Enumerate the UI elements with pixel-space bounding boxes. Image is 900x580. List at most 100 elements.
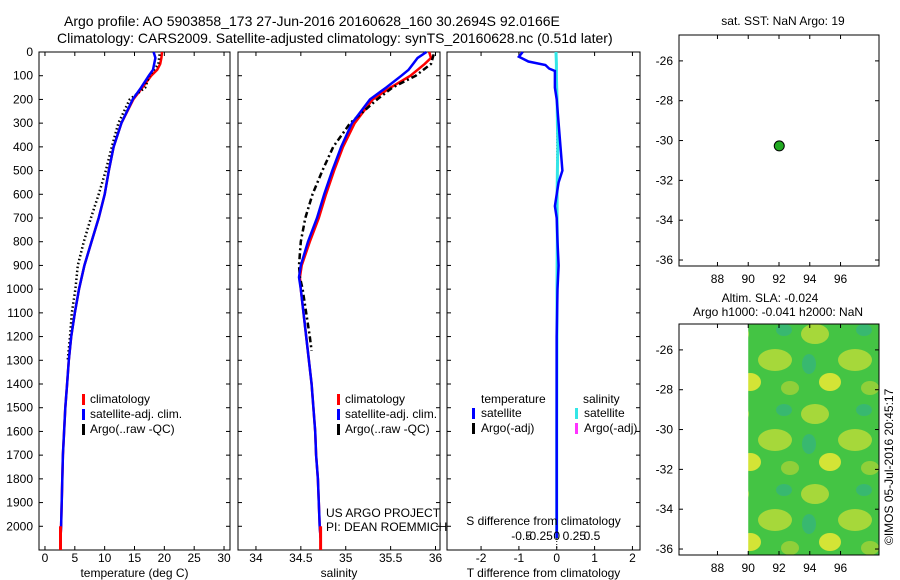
temperature-profile-xtick-label: 20: [158, 551, 172, 565]
imos-timestamp: ©IMOS 05-Jul-2016 20:45:17: [882, 388, 896, 545]
difference-profile-xlabel: T difference from climatology: [467, 566, 621, 580]
argo-float-marker: [773, 140, 785, 152]
temperature-profile-xtick-label: 5: [71, 551, 78, 565]
depth-tick-label: 1600: [6, 424, 33, 438]
sst-map-xtick-label: 90: [742, 272, 756, 286]
header-line1: Argo profile: AO 5903858_173 27-Jun-2016…: [64, 13, 560, 29]
sla-map-xtick-label: 96: [834, 561, 848, 575]
header-line2: Climatology: CARS2009. Satellite-adjuste…: [57, 30, 613, 46]
difference-legend-header-salinity: salinity: [583, 392, 620, 406]
depth-tick-label: 700: [13, 211, 33, 225]
salinity-profile-xlabel: salinity: [321, 566, 358, 580]
sla-heatmap-field: [748, 324, 879, 555]
depth-tick-label: 600: [13, 187, 33, 201]
temperature-profile-legend-swatch: [82, 424, 85, 435]
difference-profile-xtick-label: -1: [514, 551, 525, 565]
temperature-profile-xtick-label: 25: [188, 551, 202, 565]
depth-tick-label: 1000: [6, 282, 33, 296]
temperature-profile-legend-label: satellite-adj. clim.: [90, 407, 182, 421]
salinity-profile-axes-box: [237, 51, 441, 551]
temperature-profile-xtick-label: 30: [217, 551, 231, 565]
salinity-profile-xtick-label: 34: [249, 551, 263, 565]
depth-tick-label: 1700: [6, 448, 33, 462]
difference-s-tick-label: -0.25: [525, 529, 553, 543]
difference-s-tick-label: 0.25: [563, 529, 587, 543]
salinity-profile-legend-label: climatology: [345, 392, 405, 406]
depth-tick-label: 1400: [6, 377, 33, 391]
difference-legend-swatch: [472, 408, 475, 419]
sst-map-ytick-label: -28: [656, 94, 674, 108]
sla-map-xtick-label: 94: [803, 561, 817, 575]
depth-tick-label: 1100: [7, 306, 33, 320]
salinity-profile-legend-swatch: [337, 394, 340, 405]
salinity-profile-legend-swatch: [337, 409, 340, 420]
difference-profile-xtick-label: 1: [591, 551, 598, 565]
temperature-profile-xtick-label: 0: [42, 551, 49, 565]
sla-map-ytick-label: -36: [656, 542, 674, 556]
salinity-profile-legend-swatch: [337, 424, 340, 435]
sla-map-ytick-label: -34: [656, 502, 674, 516]
depth-tick-label: 1200: [6, 330, 33, 344]
difference-s-tick-label: 0.5: [584, 529, 601, 543]
difference-s-tick-label: -0.5: [511, 529, 532, 543]
difference-legend-label: satellite: [481, 406, 522, 420]
sla-map-xtick-label: 88: [711, 561, 725, 575]
project-pi: PI: DEAN ROEMMICH: [326, 520, 447, 534]
sla-map-ytick-label: -26: [656, 343, 674, 357]
difference-profile-xtick-label: -2: [476, 551, 487, 565]
depth-tick-label: 1900: [6, 496, 33, 510]
salinity-profile-series-satellite: [297, 50, 428, 539]
sla-map-ytick-label: -32: [656, 462, 674, 476]
difference-legend-label: Argo(-adj): [584, 421, 637, 435]
depth-tick-label: 200: [13, 92, 33, 106]
sla-map-ytick-label: -28: [656, 383, 674, 397]
depth-tick-label: 0: [26, 45, 33, 59]
sla-map-title2: Argo h1000: -0.041 h2000: NaN: [693, 305, 863, 319]
temperature-profile-axes-box: [38, 51, 231, 551]
temperature-profile-legend-swatch: [82, 409, 85, 420]
sla-map-xtick-label: 92: [772, 561, 786, 575]
depth-tick-label: 1300: [6, 353, 33, 367]
depth-tick-label: 2000: [6, 519, 33, 533]
depth-tick-label: 1500: [6, 401, 33, 415]
depth-tick-label: 800: [13, 235, 33, 249]
difference-profile-xtick-label: 2: [629, 551, 636, 565]
difference-profile-axes-box: [446, 51, 641, 551]
depth-tick-label: 400: [13, 140, 33, 154]
sla-map-xtick-label: 90: [742, 561, 756, 575]
salinity-profile-series-argo: [297, 54, 435, 351]
depth-tick-label: 300: [13, 116, 33, 130]
temperature-profile-legend-label: climatology: [90, 392, 150, 406]
temperature-profile-xtick-label: 10: [98, 551, 112, 565]
sst-map-xtick-label: 94: [803, 272, 817, 286]
temperature-profile-series-argo: [66, 54, 161, 361]
sst-map-ytick-label: -36: [656, 253, 674, 267]
difference-legend-label: Argo(-adj): [481, 421, 534, 435]
sst-map-xtick-label: 96: [834, 272, 848, 286]
salinity-profile-xtick-label: 35: [339, 551, 353, 565]
temperature-profile-xtick-label: 15: [128, 551, 142, 565]
temperature-profile-legend-swatch: [82, 394, 85, 405]
difference-legend-swatch: [575, 423, 578, 434]
salinity-profile-xtick-label: 34.5: [289, 551, 313, 565]
difference-s-tick-label: 0: [553, 529, 560, 543]
sst-map-xtick-label: 92: [772, 272, 786, 286]
salinity-profile-series-climatology: [298, 51, 433, 539]
sst-map-ytick-label: -30: [656, 134, 674, 148]
sla-map-title1: Altim. SLA: -0.024: [722, 291, 819, 305]
temperature-profile-legend-label: Argo(..raw -QC): [90, 422, 175, 436]
difference-legend-swatch: [472, 423, 475, 434]
temperature-profile-xlabel: temperature (deg C): [80, 566, 188, 580]
difference-series-temperature-satellite: [516, 51, 564, 539]
sst-map-ytick-label: -32: [656, 173, 674, 187]
difference-legend-label: satellite: [584, 406, 625, 420]
depth-tick-label: 900: [13, 258, 33, 272]
depth-tick-label: 500: [13, 164, 33, 178]
salinity-profile-xtick-label: 36: [429, 551, 443, 565]
difference-profile-xtick-label: 0: [553, 551, 560, 565]
depth-tick-label: 1800: [6, 472, 33, 486]
temperature-profile-series-satellite: [59, 51, 157, 539]
difference-legend-swatch: [575, 408, 578, 419]
depth-tick-label: 100: [13, 69, 33, 83]
